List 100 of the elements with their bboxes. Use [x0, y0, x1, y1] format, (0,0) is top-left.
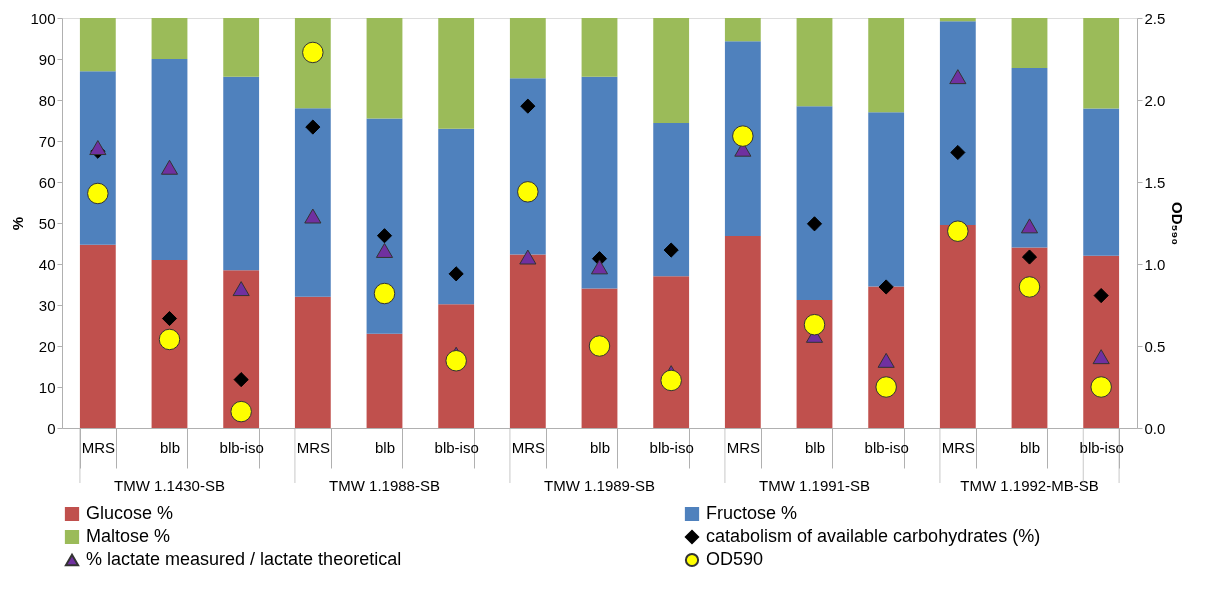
bar: [509, 78, 546, 255]
bar: [1011, 247, 1048, 428]
point: [375, 242, 394, 258]
bar: [438, 128, 475, 305]
bar: [79, 244, 116, 428]
point: [1090, 376, 1112, 398]
bar: [581, 288, 618, 428]
bar: [509, 254, 546, 428]
point: [519, 249, 537, 265]
y2-tick-label: 0.0: [1144, 419, 1166, 437]
x-tick-label: blb-iso: [649, 438, 694, 456]
y2-tick-label: 1.0: [1144, 255, 1166, 273]
bar: [653, 18, 690, 123]
bar: [79, 71, 116, 245]
x-tick-label: blb-iso: [434, 438, 479, 456]
y2-tick-label: 2.5: [1144, 9, 1166, 27]
bar: [366, 333, 403, 428]
point: [448, 266, 464, 282]
x-tick-label: MRS: [941, 438, 976, 456]
bar: [724, 236, 761, 428]
point: [663, 242, 679, 258]
legend-label: catabolism of available carbohydrates (%): [706, 526, 1041, 546]
point: [1092, 349, 1110, 365]
point: [158, 328, 181, 351]
point: [1020, 218, 1039, 234]
point: [877, 352, 895, 368]
y2-tick-label: 2.0: [1144, 91, 1166, 109]
bar: [796, 106, 833, 301]
point: [950, 144, 966, 161]
x-tick-label: blb: [804, 438, 826, 456]
bar: [581, 76, 618, 289]
point: [161, 310, 178, 327]
text: TMW 1.1989-SB: [544, 477, 655, 494]
bar: [294, 108, 331, 297]
point: [230, 400, 252, 423]
bar: [868, 18, 905, 113]
legend-label: % lactate measured / lactate theoretical: [86, 549, 402, 569]
x-tick-label: blb: [589, 438, 611, 456]
bar: [294, 296, 331, 428]
point: [232, 281, 250, 297]
point: [588, 335, 611, 357]
point: [660, 369, 682, 392]
y-tick-label: 100: [30, 9, 56, 27]
point: [949, 69, 967, 85]
y-tick-label: 60: [38, 173, 56, 191]
y-tick-label: 30: [38, 296, 56, 314]
point: [1021, 249, 1038, 265]
x-tick-label: blb: [374, 438, 396, 456]
point: [233, 372, 249, 388]
legend-label: OD590: [706, 549, 764, 569]
y2-tick-label: 0.5: [1144, 337, 1166, 355]
bar: [724, 41, 761, 237]
y2-axis-title: OD₅₉₀: [1169, 202, 1187, 245]
y-tick-label: 80: [38, 91, 56, 109]
bar: [1083, 108, 1120, 256]
x-tick-label: MRS: [296, 438, 331, 456]
bar: [1011, 18, 1048, 69]
x-tick-label: blb: [1019, 438, 1041, 456]
x-tick-label: blb: [159, 438, 181, 456]
bar: [223, 76, 260, 271]
bar: [438, 18, 475, 129]
point: [1018, 276, 1041, 298]
text: TMW 1.1992-MB-SB: [960, 477, 1099, 494]
y-tick-label: 0: [47, 419, 56, 437]
bar: [939, 18, 976, 22]
bar: [581, 18, 618, 77]
point: [875, 376, 897, 398]
y-tick-label: 40: [38, 255, 56, 273]
bar: [223, 18, 260, 77]
bar: [653, 122, 690, 277]
legend-label: Maltose %: [86, 526, 171, 546]
point: [806, 216, 823, 232]
x-tick-label: MRS: [726, 438, 761, 456]
bar: [366, 18, 403, 119]
bar: [724, 18, 761, 42]
y2-tick-label: 1.5: [1144, 173, 1166, 191]
bar: [1083, 18, 1120, 109]
bar: [151, 259, 188, 428]
y-tick-label: 10: [38, 378, 56, 396]
point: [304, 208, 322, 224]
bar: [366, 118, 403, 334]
x-tick-label: blb-iso: [864, 438, 909, 456]
bar: [868, 112, 905, 287]
point: [376, 228, 393, 244]
y-tick-label: 70: [38, 132, 56, 150]
y-tick-label: 90: [38, 50, 56, 68]
y-tick-label: 50: [38, 214, 56, 232]
legend-label: Fructose %: [706, 503, 798, 523]
point: [732, 125, 754, 147]
legend-label: Glucose %: [86, 503, 174, 523]
bar: [79, 18, 116, 72]
y-axis-title: %: [9, 216, 27, 231]
bar: [509, 18, 546, 79]
point: [1093, 288, 1109, 304]
point: [590, 259, 609, 275]
point: [373, 282, 396, 305]
text: TMW 1.1991-SB: [759, 477, 870, 494]
point: [947, 220, 969, 242]
text: TMW 1.1988-SB: [329, 477, 440, 494]
point: [87, 182, 109, 205]
